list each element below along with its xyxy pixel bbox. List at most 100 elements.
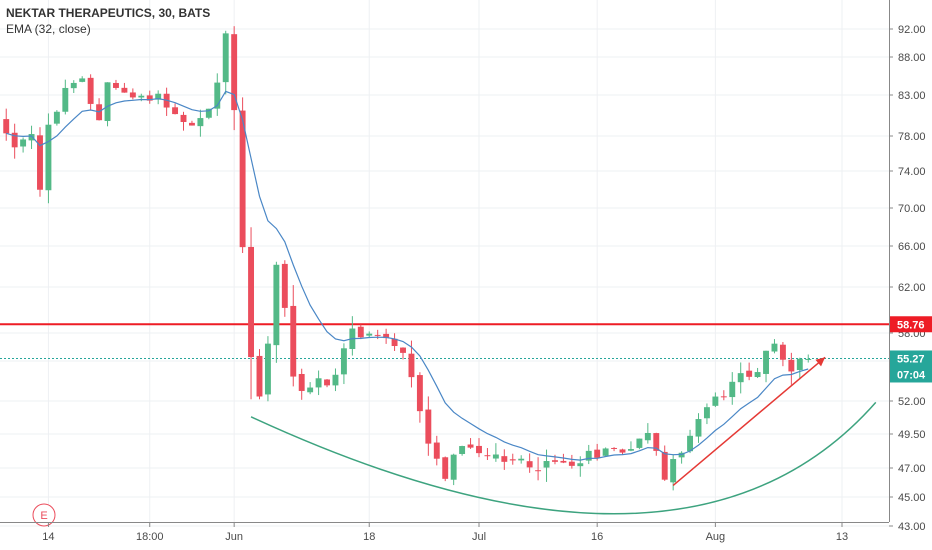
candle (264, 336, 271, 402)
candle-body (180, 114, 187, 122)
candle-body (79, 78, 86, 82)
candle (416, 372, 423, 423)
candle-body (501, 456, 508, 462)
chart-legend: NEKTAR THERAPEUTICS, 30, BATS EMA (32, c… (6, 5, 210, 37)
resistance-price-label: 58.76 (897, 319, 925, 331)
x-axis[interactable]: 14 18:00 Jun 18 Jul 16 Aug 13 (42, 522, 848, 543)
candle-body (712, 396, 719, 406)
y-axis[interactable]: 43.0045.0047.0049.5052.0055.0058.0062.00… (889, 24, 926, 533)
candle-body (87, 77, 94, 104)
candle-body (138, 95, 145, 98)
candle (391, 333, 398, 351)
y-tick-label: 66.00 (898, 241, 926, 253)
candle-body (779, 344, 786, 360)
x-tick-label: 14 (42, 531, 54, 543)
candle-body (416, 375, 423, 412)
candle (214, 73, 221, 116)
candle (239, 97, 246, 254)
candle-body (332, 374, 339, 386)
candle-body (670, 459, 677, 483)
candle-body (805, 358, 812, 360)
candle-body (577, 463, 584, 467)
candle (720, 390, 727, 401)
candle-body (298, 373, 305, 391)
candle-body (636, 438, 643, 448)
earnings-marker[interactable]: E (32, 503, 56, 527)
candle-body (661, 451, 668, 480)
last-price-label: 55.27 (897, 353, 925, 365)
candle-body (560, 460, 567, 463)
candle (315, 370, 322, 396)
candlestick-series (3, 26, 812, 491)
candle (636, 438, 643, 450)
x-tick-label: 18:00 (136, 531, 164, 543)
candle (602, 447, 609, 457)
candle-body (155, 93, 162, 100)
earnings-marker-circle[interactable] (32, 503, 56, 527)
candle (53, 110, 60, 126)
candle-body (687, 435, 694, 452)
indicator-label: EMA (32, close) (6, 22, 91, 36)
candle (155, 90, 162, 105)
candle-body (239, 110, 246, 248)
candle-body (763, 350, 769, 374)
candle-body (602, 448, 609, 456)
candle-body (492, 454, 499, 459)
candle (619, 448, 626, 455)
candle-body (307, 387, 314, 393)
candle (568, 454, 575, 469)
candle (450, 453, 457, 486)
candle (678, 451, 685, 464)
candle (400, 347, 406, 360)
candle (62, 79, 69, 115)
candle-body (62, 87, 69, 112)
candle (459, 445, 466, 456)
candle-body (231, 34, 238, 111)
candle-body (264, 343, 271, 395)
symbol-title: NEKTAR THERAPEUTICS, 30, BATS (6, 6, 211, 20)
x-tick-label: Jun (225, 531, 243, 543)
candle (366, 331, 373, 338)
candle (712, 392, 719, 408)
y-tick-label: 70.00 (898, 203, 926, 215)
candle-body (129, 92, 136, 98)
x-tick-label: Aug (706, 531, 726, 543)
y-tick-label: 88.00 (898, 52, 926, 64)
candle (484, 448, 491, 460)
candle (526, 453, 533, 473)
candle (492, 443, 499, 462)
candle (433, 435, 440, 466)
y-tick-label: 83.00 (898, 90, 926, 102)
candle-body (3, 119, 10, 134)
candle-body (644, 432, 651, 441)
candle (324, 379, 330, 388)
candle (188, 120, 195, 126)
candle-body (526, 461, 533, 468)
candle (518, 455, 525, 464)
candle (231, 26, 238, 131)
rounded-bottom-curve[interactable] (250, 401, 877, 515)
candle (535, 457, 542, 481)
candle (3, 108, 10, 141)
candle-body (408, 353, 415, 378)
candle-body (113, 82, 119, 88)
candle-body (678, 452, 685, 458)
candle-body (585, 450, 592, 461)
candle-body (754, 372, 761, 378)
trend-arrow-head[interactable] (815, 357, 826, 367)
candle-body (535, 470, 542, 472)
price-labels: 58.76 55.27 07:04 (890, 316, 932, 383)
candle-body (37, 135, 43, 190)
candle-body (53, 111, 60, 124)
trend-arrow[interactable] (672, 356, 826, 486)
candle (501, 449, 508, 470)
candle-body (627, 449, 634, 451)
candle-body (248, 246, 255, 358)
candle-body (400, 347, 406, 353)
bar-countdown-label: 07:04 (897, 369, 926, 381)
x-tick-label: Jul (472, 531, 486, 543)
trend-arrow-line[interactable] (672, 356, 826, 486)
candle (627, 441, 634, 452)
candle-body (543, 461, 550, 468)
